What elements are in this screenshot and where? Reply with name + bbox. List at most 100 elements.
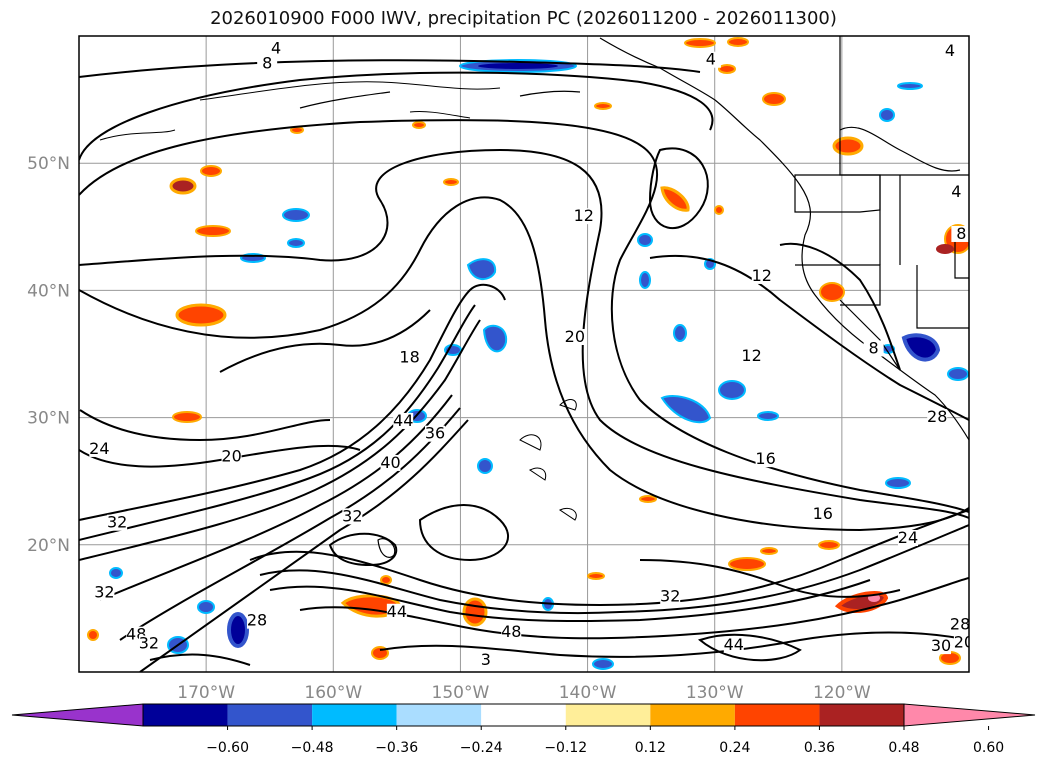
iwv-contour-thin xyxy=(519,434,542,451)
contour-label-bg xyxy=(342,508,363,525)
contour-label-bg xyxy=(812,505,833,522)
precip-patch-negative xyxy=(477,458,493,474)
precip-patch-core xyxy=(936,244,954,254)
iwv-contour-loop xyxy=(79,409,331,442)
lon-tick-label: 130°W xyxy=(686,683,744,703)
precip-patch-positive xyxy=(660,186,690,212)
iwv-contour-thin xyxy=(409,111,471,119)
lat-tick-label: 40°N xyxy=(27,281,70,301)
colorbar-segment xyxy=(143,704,228,726)
colorbar-tick-label: 0.48 xyxy=(888,740,919,756)
precip-patch-negative xyxy=(109,567,123,579)
contour-label: 3 xyxy=(481,650,491,669)
iwv-contour-loop xyxy=(418,504,510,562)
iwv-contour-24 xyxy=(79,283,506,521)
contour-label-bg xyxy=(741,348,762,365)
colorbar-tick-label: 0.12 xyxy=(635,740,666,756)
gridlines xyxy=(79,36,969,672)
precip-patch-positive xyxy=(760,547,778,555)
lat-tick-label: 30°N xyxy=(27,409,70,429)
iwv-contour-loop xyxy=(149,653,251,666)
iwv-contour-thin xyxy=(199,81,501,101)
plot-title: 2026010900 F000 IWV, precipitation PC (2… xyxy=(210,8,837,29)
iwv-contours xyxy=(79,59,969,672)
hawaii-islands xyxy=(377,538,396,558)
iwv-contour-32 xyxy=(79,319,481,561)
iwv-contour-coastal xyxy=(779,242,901,371)
coastline-na xyxy=(599,37,969,441)
contour-label-bg xyxy=(107,514,128,531)
contour-label-bg xyxy=(386,603,407,620)
contour-label-bg xyxy=(931,638,952,655)
precip-patch-positive xyxy=(587,572,605,580)
contour-label: 28 xyxy=(927,407,947,426)
precip-patch-positive xyxy=(169,177,197,195)
contour-label: 18 xyxy=(399,347,419,366)
contour-label-bg xyxy=(564,329,585,346)
precip-patch-positive xyxy=(200,165,222,177)
precip-patch-positive xyxy=(412,121,426,129)
precip-patch-negative xyxy=(718,380,746,400)
iwv-contour-4 xyxy=(79,59,701,78)
iwv-contour-loop xyxy=(648,147,709,230)
contour-label-bg xyxy=(501,624,522,641)
contour-label: 8 xyxy=(956,224,966,243)
iwv-contour-40 xyxy=(119,407,461,641)
contour-label: 12 xyxy=(752,266,772,285)
precip-patch-negative xyxy=(879,108,895,122)
colorbar-outline xyxy=(142,703,905,727)
contour-label: 32 xyxy=(342,506,362,525)
contour-label-bg xyxy=(475,652,496,669)
lat-axis-labels: 50°N 40°N 30°N 20°N xyxy=(27,154,70,556)
iwv-contour-loop xyxy=(328,532,398,567)
contour-label: 30 xyxy=(931,636,951,655)
contour-label: 12 xyxy=(574,206,594,225)
contour-label-bg xyxy=(221,448,242,465)
precip-patch-positive xyxy=(684,38,716,48)
colorbar-segment xyxy=(312,704,397,726)
contour-label: 28 xyxy=(950,614,970,633)
colorbar-tick-label: −0.48 xyxy=(291,740,334,756)
precip-patch-negative xyxy=(466,258,497,280)
precip-patch-negative xyxy=(197,600,215,614)
colorbar-tick-label: 0.60 xyxy=(973,740,1004,756)
precip-patch-negative xyxy=(885,477,911,489)
contour-label: 44 xyxy=(393,411,413,430)
precip-patch-positive xyxy=(87,629,99,641)
iwv-contour-28b xyxy=(259,524,969,615)
border-state xyxy=(839,299,901,371)
contour-label: 4 xyxy=(271,38,281,57)
lon-tick-label: 150°W xyxy=(432,683,490,703)
precip-patch-positive xyxy=(172,411,202,423)
lat-tick-label: 50°N xyxy=(27,154,70,174)
contour-label-bg xyxy=(89,440,110,457)
precip-patch-negative xyxy=(287,238,305,248)
contour-label: 32 xyxy=(139,634,159,653)
contour-label-bg xyxy=(573,208,594,225)
iwv-contours-thin xyxy=(99,81,577,521)
contour-label: 8 xyxy=(262,54,272,73)
iwv-contour-8 xyxy=(79,71,714,161)
colorbar-tick-label: −0.60 xyxy=(206,740,249,756)
precip-patch-negative xyxy=(282,208,310,222)
contour-label: 44 xyxy=(387,602,407,621)
border-state xyxy=(794,174,881,213)
precip-patch-negative xyxy=(227,612,249,648)
contour-label-bg xyxy=(399,349,420,366)
contour-label: 4 xyxy=(706,50,716,69)
colorbar-segment xyxy=(650,704,735,726)
iwv-contour-24b xyxy=(249,509,969,607)
border-province xyxy=(839,126,961,172)
iwv-contour-loop xyxy=(639,559,901,598)
precip-patch-negative xyxy=(592,658,614,670)
colorbar-tick-label: 0.24 xyxy=(719,740,750,756)
iwv-contour-loop xyxy=(697,633,802,662)
contour-label-bg xyxy=(380,454,401,471)
iwv-contour-thin xyxy=(559,507,577,521)
lat-tick-label: 20°N xyxy=(27,536,70,556)
contour-label: 24 xyxy=(898,528,918,547)
contour-label: 44 xyxy=(724,635,744,654)
precip-patch-negative xyxy=(637,233,653,247)
colorbar-segment xyxy=(227,704,313,726)
contour-label: 32 xyxy=(107,513,127,532)
